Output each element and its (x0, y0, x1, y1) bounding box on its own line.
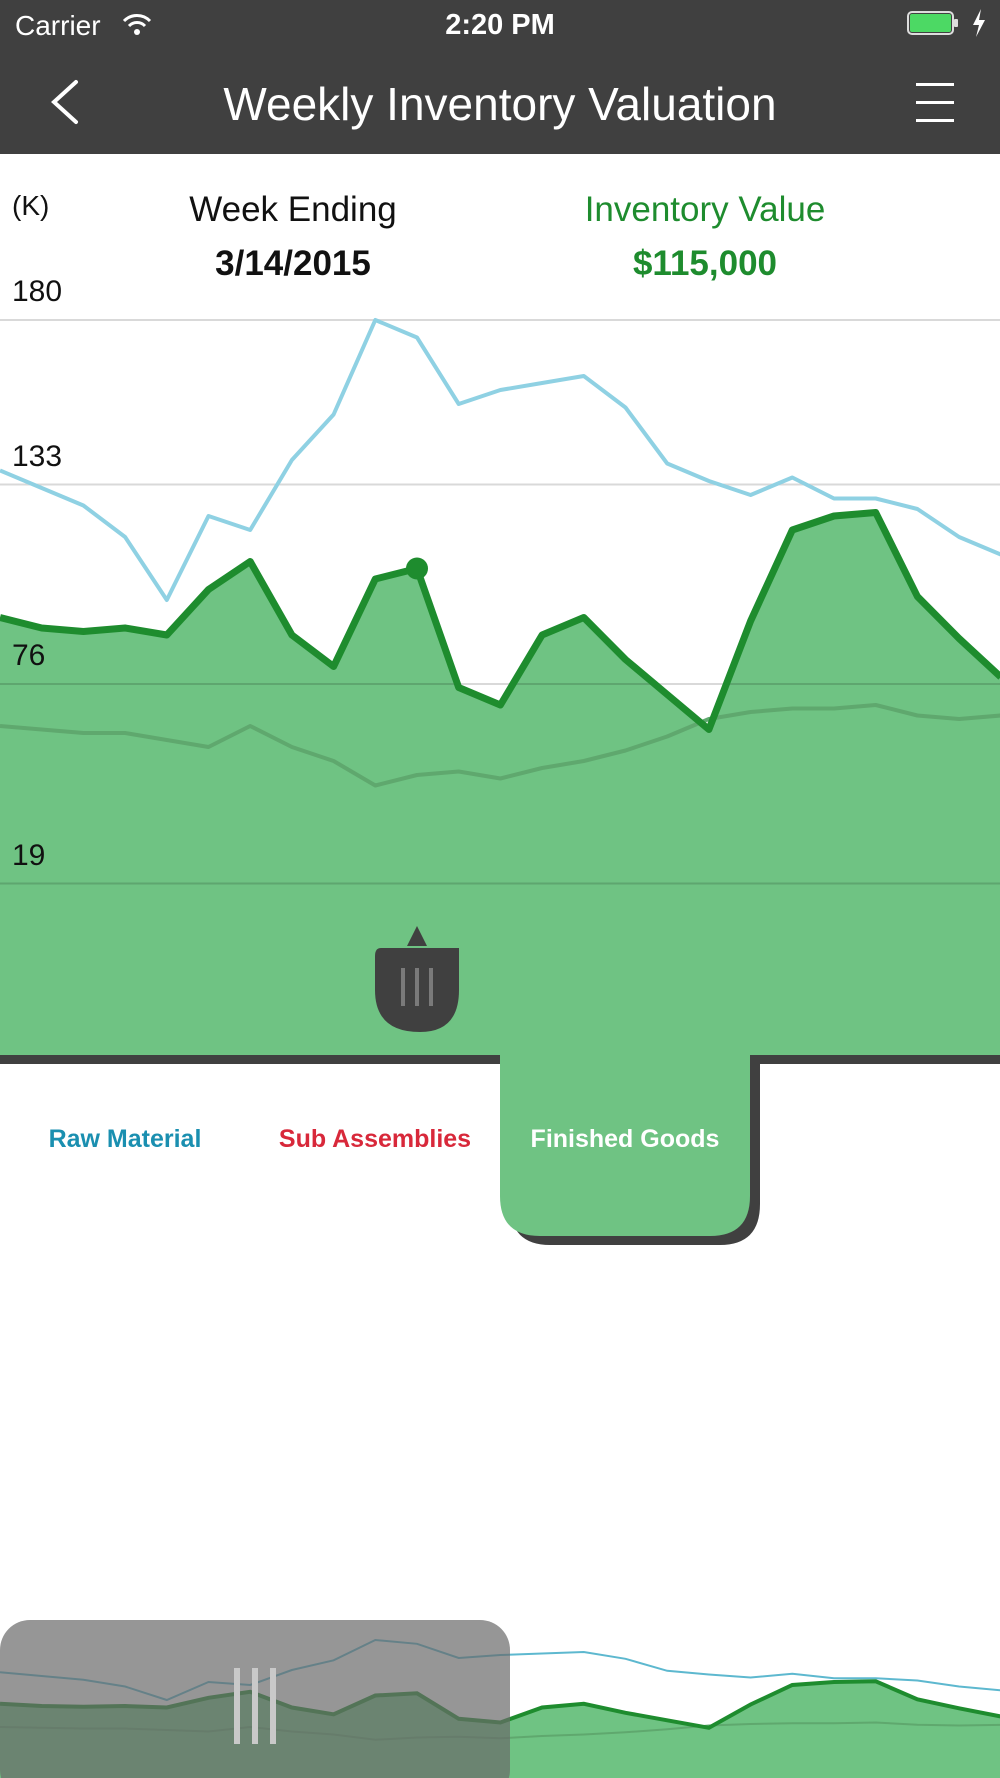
chevron-left-icon (51, 80, 78, 124)
inventory-value-amount: $115,000 (632, 244, 778, 283)
battery-icon (907, 11, 958, 35)
y-tick-label: 133 (12, 439, 63, 473)
grip-icon (401, 968, 433, 1006)
tab-sub-assemblies[interactable]: Sub Assemblies (278, 1125, 472, 1153)
y-tick-label: 180 (12, 275, 63, 308)
wifi-icon (122, 14, 152, 35)
carrier-label: Carrier (15, 10, 101, 41)
clock: 2:20 PM (445, 9, 555, 41)
raw-material-line (0, 318, 1000, 602)
tab-finished-goods[interactable]: Finished Goods (530, 1125, 720, 1153)
back-button[interactable] (40, 72, 90, 132)
inventory-value-label: Inventory Value (584, 190, 826, 229)
scrubber-handle[interactable] (375, 926, 459, 1032)
status-bar: Carrier 2:20 PM (0, 0, 1000, 50)
chart-baseline-right (750, 1055, 1000, 1064)
page-title: Weekly Inventory Valuation (223, 78, 777, 130)
week-ending-label: Week Ending (189, 190, 397, 229)
hamburger-menu-icon (916, 83, 954, 122)
y-tick-label: 19 (12, 838, 46, 872)
top-bar (0, 0, 1000, 154)
y-axis-unit: (K) (12, 190, 50, 221)
tab-raw-material[interactable]: Raw Material (48, 1125, 202, 1153)
charging-bolt-icon (973, 9, 985, 37)
menu-button[interactable] (910, 78, 960, 128)
finished-goods-tab-bg (500, 1055, 750, 1236)
y-tick-label: 76 (12, 639, 46, 672)
chart-baseline-left (0, 1055, 500, 1064)
overview-grip-icon (234, 1668, 276, 1744)
week-ending-value: 3/14/2015 (215, 244, 371, 283)
sub-assemblies-line (0, 703, 1000, 788)
overview-range-window[interactable] (0, 1620, 510, 1778)
finished-goods-line (0, 509, 1000, 733)
scrubber-pointer (407, 926, 427, 946)
selected-point (406, 557, 428, 580)
finished-goods-area (0, 512, 1000, 1057)
